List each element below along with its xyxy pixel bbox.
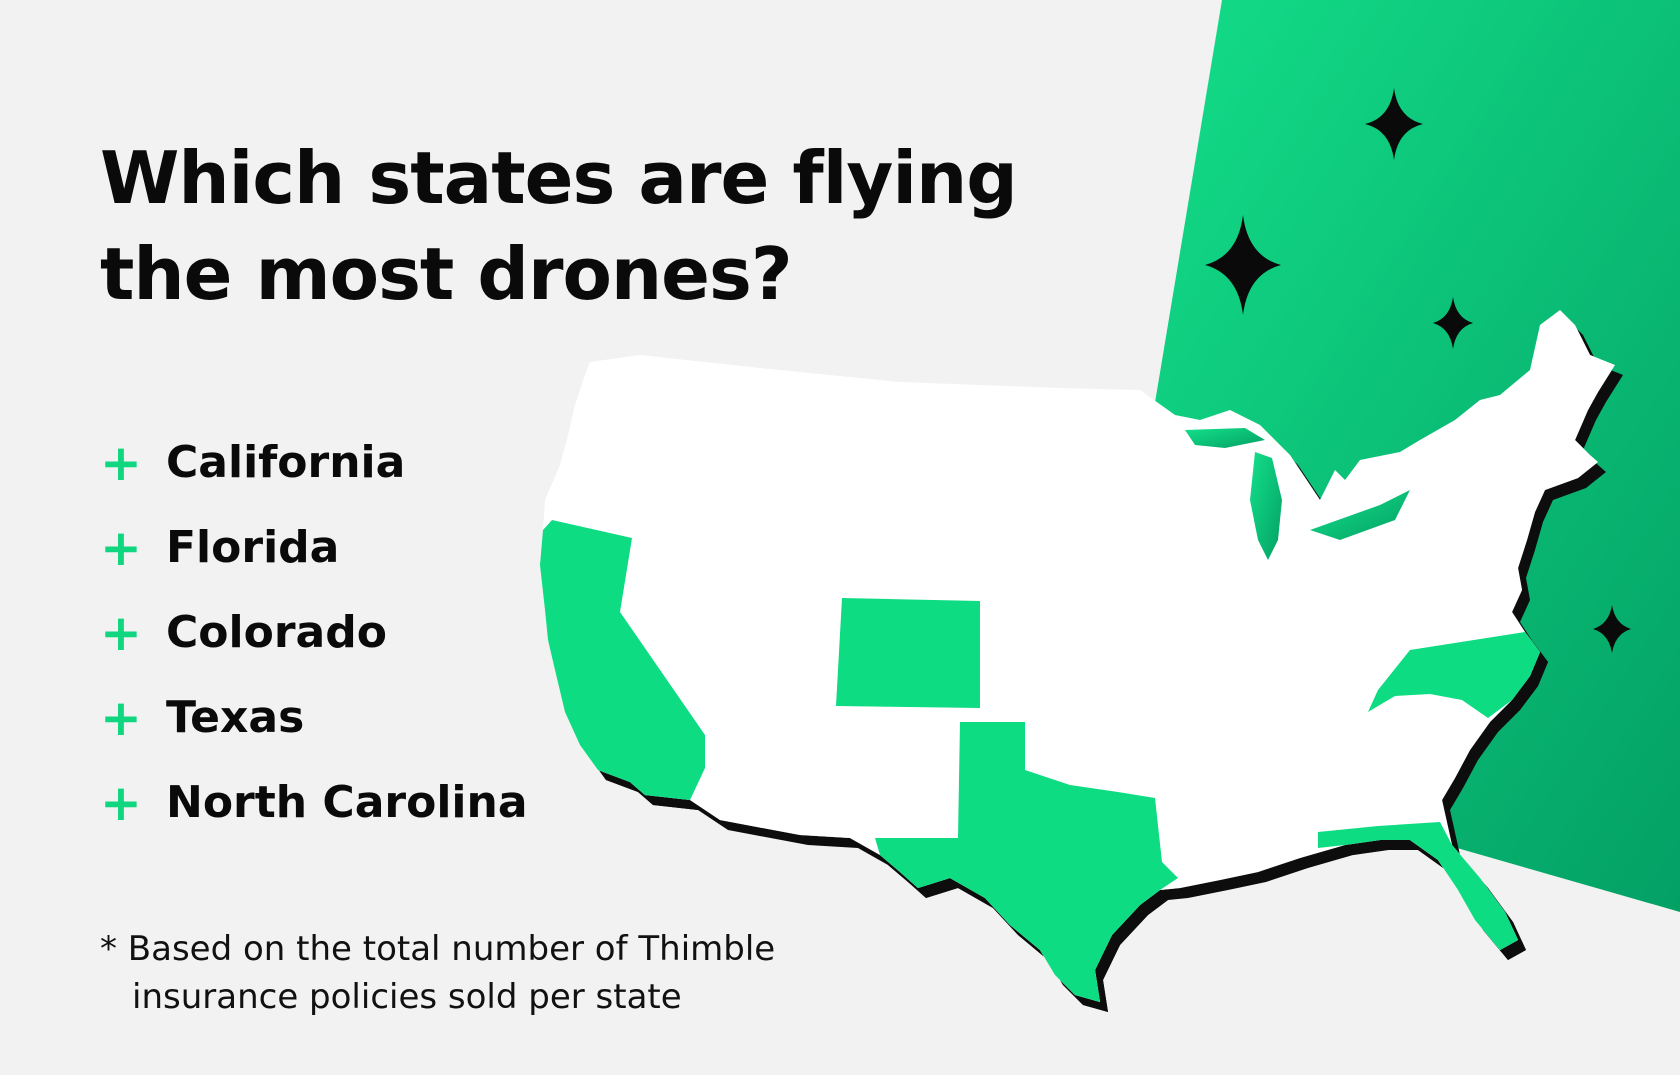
sparkle-icon: [1593, 605, 1631, 653]
great-lakes: [1250, 452, 1282, 560]
us-mainland-shape: [540, 310, 1615, 1002]
state-label: California: [166, 437, 406, 488]
state-label: North Carolina: [166, 777, 528, 828]
list-item-colorado: + Colorado: [100, 590, 528, 675]
state-texas: [875, 722, 1178, 1002]
footnote: * Based on the total number of Thimble i…: [100, 925, 775, 1021]
sparkle-icon: [1433, 297, 1473, 349]
footnote-line-2: insurance policies sold per state: [132, 977, 682, 1017]
list-item-florida: + Florida: [100, 505, 528, 590]
footnote-line-1: * Based on the total number of Thimble: [100, 929, 776, 969]
state-florida: [1318, 822, 1518, 950]
plus-icon: +: [100, 603, 142, 662]
top-states-list: + California + Florida + Colorado + Texa…: [100, 420, 528, 845]
state-label: Colorado: [166, 607, 387, 658]
page-title: Which states are flying the most drones?: [100, 130, 1018, 322]
list-item-north-carolina: + North Carolina: [100, 760, 528, 845]
state-california: [540, 520, 705, 800]
sparkle-icon: [1365, 88, 1423, 160]
state-label: Texas: [166, 692, 305, 743]
state-colorado: [836, 598, 980, 708]
plus-icon: +: [100, 518, 142, 577]
list-item-texas: + Texas: [100, 675, 528, 760]
great-lakes: [1185, 428, 1265, 448]
list-item-california: + California: [100, 420, 528, 505]
plus-icon: +: [100, 688, 142, 747]
plus-icon: +: [100, 433, 142, 492]
plus-icon: +: [100, 773, 142, 832]
sparkle-icon: [1205, 215, 1281, 315]
title-line-1: Which states are flying: [100, 136, 1018, 220]
great-lakes: [1310, 490, 1410, 540]
state-north-carolina: [1368, 632, 1540, 718]
title-line-2: the most drones?: [100, 232, 793, 316]
state-label: Florida: [166, 522, 340, 573]
